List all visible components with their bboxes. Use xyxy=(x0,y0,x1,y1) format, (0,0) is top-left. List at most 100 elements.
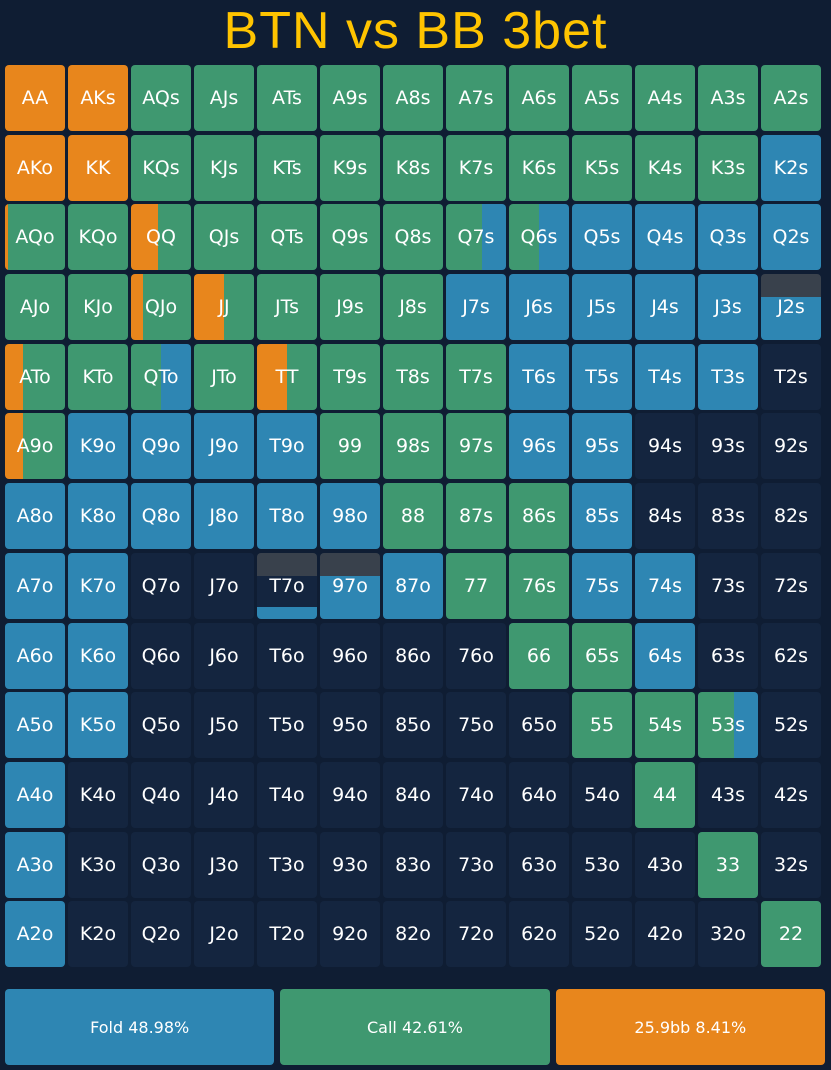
hand-cell-87o[interactable]: 87o xyxy=(383,552,443,619)
fold-summary-button[interactable]: Fold 48.98% xyxy=(5,989,275,1065)
hand-cell-J6o[interactable]: J6o xyxy=(194,622,254,689)
hand-cell-Q4o[interactable]: Q4o xyxy=(131,761,191,828)
hand-cell-83o[interactable]: 83o xyxy=(383,831,443,898)
hand-cell-KTs[interactable]: KTs xyxy=(257,134,317,201)
hand-cell-TT[interactable]: TT xyxy=(257,343,317,410)
hand-cell-KK[interactable]: KK xyxy=(68,134,128,201)
hand-cell-84o[interactable]: 84o xyxy=(383,761,443,828)
hand-cell-K2o[interactable]: K2o xyxy=(68,901,128,968)
hand-cell-Q6s[interactable]: Q6s xyxy=(509,204,569,271)
hand-cell-55[interactable]: 55 xyxy=(572,692,632,759)
hand-cell-87s[interactable]: 87s xyxy=(446,483,506,550)
hand-cell-97s[interactable]: 97s xyxy=(446,413,506,480)
hand-cell-73s[interactable]: 73s xyxy=(698,552,758,619)
hand-cell-T2s[interactable]: T2s xyxy=(761,343,821,410)
hand-cell-Q8s[interactable]: Q8s xyxy=(383,204,443,271)
hand-cell-J2o[interactable]: J2o xyxy=(194,901,254,968)
hand-cell-82o[interactable]: 82o xyxy=(383,901,443,968)
hand-cell-86o[interactable]: 86o xyxy=(383,622,443,689)
hand-cell-93s[interactable]: 93s xyxy=(698,413,758,480)
hand-cell-J9o[interactable]: J9o xyxy=(194,413,254,480)
hand-cell-76s[interactable]: 76s xyxy=(509,552,569,619)
hand-cell-95s[interactable]: 95s xyxy=(572,413,632,480)
hand-cell-A6o[interactable]: A6o xyxy=(5,622,65,689)
hand-cell-AJs[interactable]: AJs xyxy=(194,65,254,131)
hand-cell-JJ[interactable]: JJ xyxy=(194,274,254,341)
hand-cell-AKo[interactable]: AKo xyxy=(5,134,65,201)
hand-cell-Q8o[interactable]: Q8o xyxy=(131,483,191,550)
hand-cell-44[interactable]: 44 xyxy=(635,761,695,828)
hand-cell-K3s[interactable]: K3s xyxy=(698,134,758,201)
hand-cell-95o[interactable]: 95o xyxy=(320,692,380,759)
hand-cell-62s[interactable]: 62s xyxy=(761,622,821,689)
hand-cell-42o[interactable]: 42o xyxy=(635,901,695,968)
hand-cell-76o[interactable]: 76o xyxy=(446,622,506,689)
hand-cell-96o[interactable]: 96o xyxy=(320,622,380,689)
hand-cell-QTs[interactable]: QTs xyxy=(257,204,317,271)
hand-cell-J6s[interactable]: J6s xyxy=(509,274,569,341)
hand-cell-KTo[interactable]: KTo xyxy=(68,343,128,410)
hand-cell-QJs[interactable]: QJs xyxy=(194,204,254,271)
hand-cell-A6s[interactable]: A6s xyxy=(509,65,569,131)
hand-cell-Q2s[interactable]: Q2s xyxy=(761,204,821,271)
hand-cell-Q2o[interactable]: Q2o xyxy=(131,901,191,968)
hand-cell-T3o[interactable]: T3o xyxy=(257,831,317,898)
hand-cell-KQs[interactable]: KQs xyxy=(131,134,191,201)
hand-cell-A5s[interactable]: A5s xyxy=(572,65,632,131)
hand-cell-32o[interactable]: 32o xyxy=(698,901,758,968)
hand-cell-JTs[interactable]: JTs xyxy=(257,274,317,341)
hand-cell-99[interactable]: 99 xyxy=(320,413,380,480)
hand-cell-65s[interactable]: 65s xyxy=(572,622,632,689)
hand-cell-92s[interactable]: 92s xyxy=(761,413,821,480)
hand-cell-J8o[interactable]: J8o xyxy=(194,483,254,550)
hand-cell-ATs[interactable]: ATs xyxy=(257,65,317,131)
hand-cell-K4o[interactable]: K4o xyxy=(68,761,128,828)
hand-cell-42s[interactable]: 42s xyxy=(761,761,821,828)
hand-cell-A9o[interactable]: A9o xyxy=(5,413,65,480)
hand-cell-QJo[interactable]: QJo xyxy=(131,274,191,341)
hand-cell-93o[interactable]: 93o xyxy=(320,831,380,898)
hand-cell-82s[interactable]: 82s xyxy=(761,483,821,550)
hand-cell-A2o[interactable]: A2o xyxy=(5,901,65,968)
hand-cell-T8o[interactable]: T8o xyxy=(257,483,317,550)
hand-cell-66[interactable]: 66 xyxy=(509,622,569,689)
hand-cell-K8s[interactable]: K8s xyxy=(383,134,443,201)
hand-cell-KJo[interactable]: KJo xyxy=(68,274,128,341)
hand-cell-A4s[interactable]: A4s xyxy=(635,65,695,131)
hand-cell-86s[interactable]: 86s xyxy=(509,483,569,550)
hand-cell-J8s[interactable]: J8s xyxy=(383,274,443,341)
hand-cell-J3o[interactable]: J3o xyxy=(194,831,254,898)
hand-cell-Q7o[interactable]: Q7o xyxy=(131,552,191,619)
hand-cell-A4o[interactable]: A4o xyxy=(5,761,65,828)
hand-cell-K8o[interactable]: K8o xyxy=(68,483,128,550)
hand-cell-K2s[interactable]: K2s xyxy=(761,134,821,201)
hand-cell-Q7s[interactable]: Q7s xyxy=(446,204,506,271)
hand-cell-K5s[interactable]: K5s xyxy=(572,134,632,201)
hand-cell-33[interactable]: 33 xyxy=(698,831,758,898)
hand-cell-KQo[interactable]: KQo xyxy=(68,204,128,271)
hand-cell-92o[interactable]: 92o xyxy=(320,901,380,968)
hand-cell-52s[interactable]: 52s xyxy=(761,692,821,759)
hand-cell-J4s[interactable]: J4s xyxy=(635,274,695,341)
hand-cell-J3s[interactable]: J3s xyxy=(698,274,758,341)
hand-cell-T5o[interactable]: T5o xyxy=(257,692,317,759)
hand-cell-K6s[interactable]: K6s xyxy=(509,134,569,201)
hand-cell-A3s[interactable]: A3s xyxy=(698,65,758,131)
hand-cell-A7s[interactable]: A7s xyxy=(446,65,506,131)
hand-cell-J9s[interactable]: J9s xyxy=(320,274,380,341)
hand-cell-T7s[interactable]: T7s xyxy=(446,343,506,410)
hand-cell-T9o[interactable]: T9o xyxy=(257,413,317,480)
hand-cell-AQs[interactable]: AQs xyxy=(131,65,191,131)
hand-cell-63s[interactable]: 63s xyxy=(698,622,758,689)
hand-cell-K7s[interactable]: K7s xyxy=(446,134,506,201)
hand-cell-T9s[interactable]: T9s xyxy=(320,343,380,410)
hand-cell-AA[interactable]: AA xyxy=(5,65,65,131)
hand-cell-K7o[interactable]: K7o xyxy=(68,552,128,619)
call-summary-button[interactable]: Call 42.61% xyxy=(280,989,550,1065)
hand-cell-43o[interactable]: 43o xyxy=(635,831,695,898)
hand-cell-75s[interactable]: 75s xyxy=(572,552,632,619)
hand-cell-53s[interactable]: 53s xyxy=(698,692,758,759)
hand-cell-Q9o[interactable]: Q9o xyxy=(131,413,191,480)
hand-cell-64o[interactable]: 64o xyxy=(509,761,569,828)
hand-cell-94s[interactable]: 94s xyxy=(635,413,695,480)
